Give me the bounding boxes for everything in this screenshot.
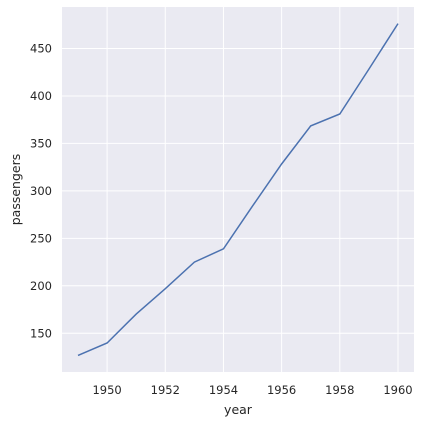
- x-tick-label: 1956: [267, 383, 296, 397]
- x-tick-label: 1950: [92, 383, 121, 397]
- y-tick-label: 400: [30, 89, 52, 103]
- x-tick-label: 1958: [325, 383, 354, 397]
- x-tick-labels: 1950 1952 1954 1956 1958 1960: [92, 383, 412, 397]
- x-tick-label: 1954: [209, 383, 238, 397]
- x-tick-label: 1952: [151, 383, 180, 397]
- y-axis-label: passengers: [8, 154, 23, 226]
- y-tick-label: 300: [30, 184, 52, 198]
- y-tick-label: 200: [30, 279, 52, 293]
- plot-area: [62, 7, 414, 372]
- x-gridlines: [106, 7, 399, 372]
- x-axis-label: year: [224, 402, 253, 417]
- y-gridlines: [62, 47, 414, 334]
- y-tick-labels: 150 200 250 300 350 400 450: [30, 41, 52, 340]
- series-line: [77, 23, 399, 357]
- x-tick-label: 1960: [383, 383, 412, 397]
- y-tick-label: 350: [30, 136, 52, 150]
- y-tick-label: 250: [30, 231, 52, 245]
- y-tick-label: 450: [30, 41, 52, 55]
- y-tick-label: 150: [30, 326, 52, 340]
